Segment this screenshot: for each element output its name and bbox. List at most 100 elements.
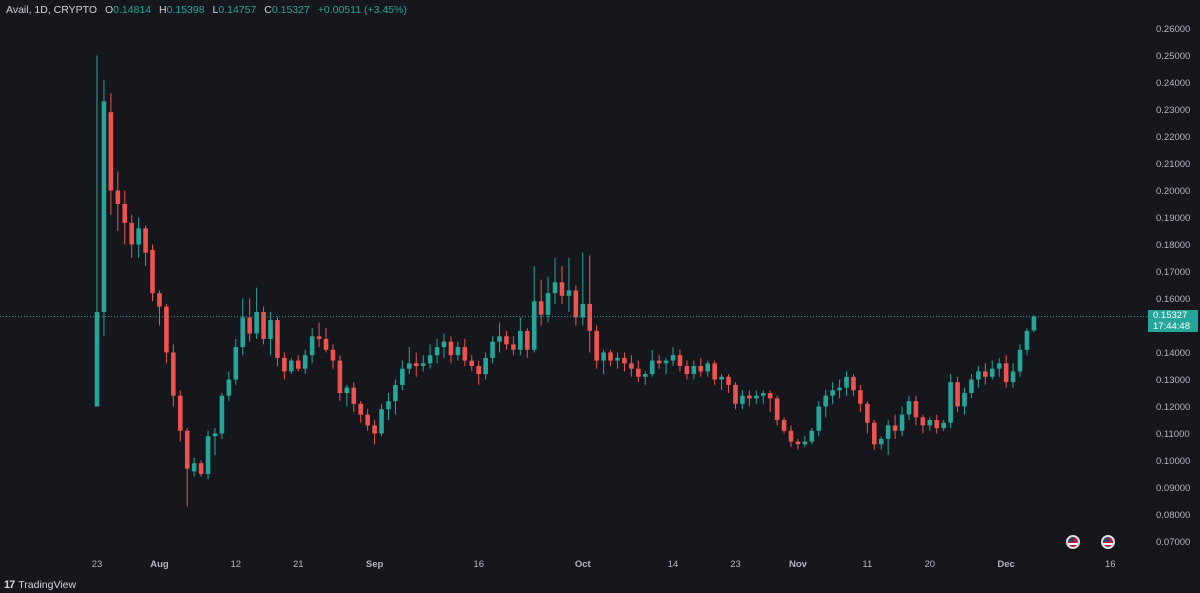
- candle[interactable]: [108, 93, 114, 215]
- candle[interactable]: [712, 360, 717, 385]
- candle[interactable]: [580, 252, 586, 326]
- candle[interactable]: [996, 357, 1002, 377]
- candle[interactable]: [719, 374, 724, 391]
- candle[interactable]: [191, 457, 197, 477]
- candle[interactable]: [740, 390, 745, 410]
- candle[interactable]: [830, 382, 835, 404]
- candle[interactable]: [934, 414, 940, 434]
- candle[interactable]: [892, 414, 898, 439]
- candle[interactable]: [601, 349, 606, 375]
- candle[interactable]: [282, 352, 287, 380]
- us-flag-icon[interactable]: [1066, 535, 1080, 549]
- candle[interactable]: [164, 303, 169, 364]
- candle[interactable]: [400, 360, 405, 391]
- candle[interactable]: [115, 171, 121, 231]
- candle[interactable]: [774, 395, 780, 426]
- time-axis[interactable]: 23 Aug 12 21 Sep 16 Oct 14 23 Nov 11 20 Dec 16: [92, 559, 1116, 570]
- candle[interactable]: [143, 225, 148, 267]
- candle[interactable]: [851, 374, 856, 396]
- candle[interactable]: [976, 366, 981, 388]
- candle[interactable]: [802, 436, 808, 447]
- candle[interactable]: [747, 390, 752, 407]
- candle[interactable]: [1003, 355, 1009, 388]
- candle[interactable]: [573, 285, 579, 326]
- candle[interactable]: [295, 355, 301, 372]
- candle[interactable]: [393, 379, 398, 415]
- candle[interactable]: [524, 328, 530, 358]
- tradingview-logo[interactable]: 17 TradingView: [4, 579, 76, 591]
- candle[interactable]: [434, 339, 440, 364]
- candle[interactable]: [219, 393, 225, 439]
- candle[interactable]: [233, 339, 239, 385]
- candle[interactable]: [275, 317, 280, 366]
- candle[interactable]: [636, 360, 641, 383]
- candle[interactable]: [337, 355, 343, 402]
- candle[interactable]: [205, 430, 211, 480]
- candle[interactable]: [302, 349, 308, 375]
- candle[interactable]: [365, 409, 370, 431]
- candle[interactable]: [497, 322, 502, 353]
- candle[interactable]: [698, 357, 704, 377]
- candle[interactable]: [622, 352, 627, 372]
- candle[interactable]: [983, 363, 988, 385]
- candle[interactable]: [1017, 344, 1023, 377]
- price-axis[interactable]: 0.07000 0.08000 0.09000 0.10000 0.11000 0.120…: [1156, 24, 1190, 548]
- candle[interactable]: [268, 312, 273, 356]
- candle[interactable]: [885, 420, 891, 456]
- candle[interactable]: [323, 328, 329, 353]
- candle[interactable]: [969, 374, 974, 399]
- candle[interactable]: [733, 382, 738, 410]
- candle[interactable]: [212, 428, 218, 456]
- candle[interactable]: [372, 420, 377, 445]
- candle[interactable]: [240, 298, 246, 356]
- candle[interactable]: [476, 360, 481, 385]
- candle[interactable]: [386, 393, 391, 420]
- candle[interactable]: [531, 266, 537, 353]
- candle[interactable]: [157, 290, 162, 326]
- candle[interactable]: [545, 276, 551, 323]
- candle[interactable]: [608, 349, 613, 366]
- candle[interactable]: [254, 287, 259, 339]
- candle[interactable]: [858, 384, 863, 412]
- candle[interactable]: [754, 390, 759, 404]
- candle[interactable]: [247, 298, 252, 342]
- candle[interactable]: [427, 344, 433, 369]
- candle[interactable]: [150, 244, 155, 302]
- candle[interactable]: [955, 376, 960, 412]
- candle[interactable]: [587, 255, 593, 353]
- candle[interactable]: [289, 357, 294, 375]
- candle[interactable]: [171, 344, 176, 407]
- candle[interactable]: [948, 374, 953, 429]
- candle[interactable]: [816, 401, 822, 437]
- candle[interactable]: [927, 417, 933, 431]
- candle[interactable]: [455, 341, 461, 361]
- candle[interactable]: [760, 390, 766, 404]
- candle[interactable]: [566, 258, 572, 312]
- candle[interactable]: [615, 352, 620, 369]
- candle[interactable]: [649, 349, 655, 377]
- candle[interactable]: [823, 390, 828, 418]
- candle[interactable]: [677, 349, 683, 372]
- candle[interactable]: [441, 333, 447, 358]
- candle[interactable]: [809, 428, 815, 445]
- candle[interactable]: [642, 371, 648, 385]
- candle[interactable]: [198, 460, 204, 477]
- candle[interactable]: [656, 355, 662, 369]
- candle[interactable]: [865, 401, 870, 434]
- candle[interactable]: [483, 352, 488, 380]
- candle[interactable]: [913, 395, 919, 426]
- candle[interactable]: [177, 390, 183, 442]
- candle[interactable]: [330, 344, 336, 369]
- candle[interactable]: [469, 355, 475, 372]
- candle[interactable]: [1024, 328, 1030, 356]
- candle[interactable]: [184, 428, 190, 507]
- us-flag-icon[interactable]: [1101, 535, 1115, 549]
- candle[interactable]: [788, 425, 794, 447]
- candle[interactable]: [559, 266, 565, 304]
- candle[interactable]: [136, 217, 141, 259]
- candle[interactable]: [511, 336, 516, 356]
- candle[interactable]: [358, 401, 364, 423]
- candle[interactable]: [705, 360, 711, 377]
- candle[interactable]: [552, 258, 558, 304]
- candle[interactable]: [989, 360, 995, 380]
